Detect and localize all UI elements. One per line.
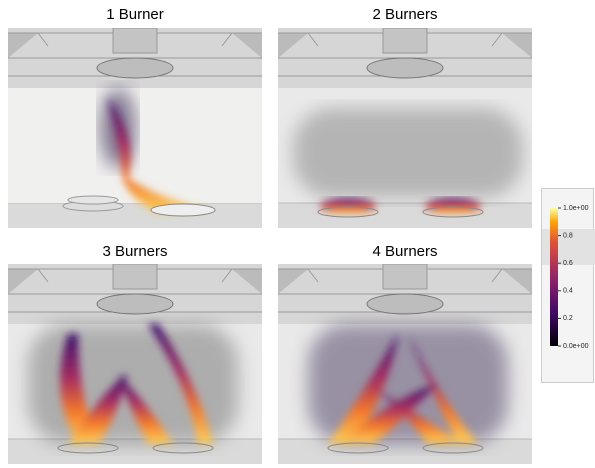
tick-label: 1.0e+00 <box>563 205 589 212</box>
render-panel <box>278 264 532 464</box>
colorbar-box: 1.0e+00 0.8 0.6 0.4 0.2 0.0e+00 <box>541 188 594 383</box>
tick-label: 0.2 <box>563 315 573 322</box>
figure: 1 Burner 2 Burners 3 Burners 4 Burners <box>0 0 595 468</box>
tick-label: 0.0e+00 <box>563 343 589 350</box>
panel-title: 3 Burners <box>8 243 262 260</box>
panel-title: 4 Burners <box>278 243 532 260</box>
tick-label: 0.6 <box>563 260 573 267</box>
tick-label: 0.8 <box>563 232 573 239</box>
tick-label: 0.4 <box>563 288 573 295</box>
render-panel <box>8 264 262 464</box>
colorbar-scale <box>550 208 558 346</box>
panel-title: 2 Burners <box>278 6 532 23</box>
render-panel <box>8 28 262 228</box>
render-panel <box>278 28 532 228</box>
colorbar: 1.0e+00 0.8 0.6 0.4 0.2 0.0e+00 <box>542 189 595 384</box>
panel-title: 1 Burner <box>8 6 262 23</box>
